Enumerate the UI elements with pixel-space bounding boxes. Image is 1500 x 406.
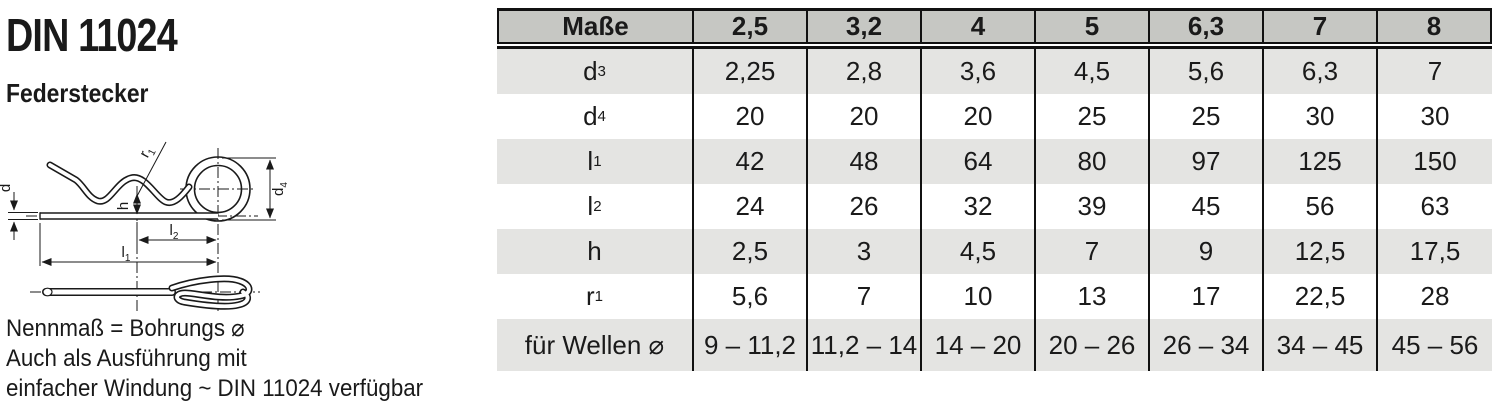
value-cell: 4,5 [922,229,1036,274]
table-header-row: Maße 2,5 3,2 4 5 6,3 7 8 [497,8,1492,44]
header-cell-size: 5 [1036,11,1150,42]
value-cell: 2,8 [808,49,922,94]
dimension-l1 [39,223,217,266]
value-cell: 11,2 – 14 [808,319,922,371]
value-cell: 63 [1420,191,1450,221]
header-cell-size: 4 [922,11,1036,42]
value-cell: 125 [1264,139,1378,184]
value-cell: 14 – 20 [922,319,1036,371]
note-line-1: Nennmaß = Bohrungs ⌀ [6,315,245,342]
dimension-h-label: h [115,202,132,210]
value-cell: 17 [1150,274,1264,319]
value-cell: 20 [922,94,1036,139]
dimension-l2-label: l2 [170,222,179,242]
value-cell: 45 [1150,184,1264,229]
header-cell-size: 7 [1264,11,1378,42]
value-cell: 20 [694,94,808,139]
dimension-l2 [136,222,217,244]
value-cell: 56 [1264,184,1378,229]
value-cell: 9 – 11,2 [694,319,808,371]
value-cell: 26 – 34 [1150,319,1264,371]
dimension-d4-label: d4 [270,182,290,196]
table-row-h: h 2,5 3 4,5 7 9 12,5 17,5 [497,229,1492,274]
pin-side-view [42,275,253,310]
value-cell: 4,5 [1036,49,1150,94]
value-cell: 30 [1420,101,1450,131]
value-cell: 45 – 56 [1391,329,1479,360]
header-cell-masse: Maße [497,11,694,42]
value-cell: 3,6 [922,49,1036,94]
value-cell: 25 [1150,94,1264,139]
row-label-cell: h [497,229,694,274]
page-title: DIN 11024 [6,9,178,61]
table-row-fuer-wellen: für Wellen ⌀ 9 – 11,2 11,2 – 14 14 – 20 … [497,319,1492,371]
value-cell: 7 [1036,229,1150,274]
value-cell: 34 – 45 [1264,319,1378,371]
footer-notes: Nennmaß = Bohrungs ⌀ Auch als Ausführung… [6,314,423,404]
value-cell: 2,5 [694,229,808,274]
value-cell: 97 [1150,139,1264,184]
header-cell-size: 3,2 [808,11,922,42]
note-line-2: Auch als Ausführung mit [6,345,247,372]
value-cell: 12,5 [1264,229,1378,274]
value-cell: 42 [694,139,808,184]
dimension-d4 [222,157,276,221]
value-cell: 24 [694,184,808,229]
value-cell: 7 [1427,56,1443,86]
value-cell: 150 [1413,146,1457,176]
value-cell: 32 [922,184,1036,229]
value-cell: 10 [922,274,1036,319]
pin-upper-leg [46,161,193,207]
value-cell: 5,6 [1150,49,1264,94]
value-cell: 9 [1150,229,1264,274]
page-subtitle: Federstecker [6,78,149,108]
value-cell: 7 [808,274,922,319]
value-cell: 20 [808,94,922,139]
value-cell: 22,5 [1264,274,1378,319]
value-cell: 30 [1264,94,1378,139]
header-cell-size: 2,5 [694,11,808,42]
dimension-d-label: d [0,184,14,192]
pin-shaft [39,212,218,220]
dimension-r1 [135,141,167,199]
dimension-l1-label: l1 [122,244,131,264]
value-cell: 13 [1036,274,1150,319]
header-cell-size: 8 [1378,11,1492,42]
value-cell: 20 – 26 [1036,319,1150,371]
value-cell: 2,25 [694,49,808,94]
value-cell: 26 [808,184,922,229]
value-cell: 28 [1420,281,1450,311]
value-cell: 6,3 [1264,49,1378,94]
technical-drawing: d h r1 d4 l2 [0,141,290,312]
header-cell-size: 6,3 [1150,11,1264,42]
value-cell: 5,6 [694,274,808,319]
row-label-cell: für Wellen ⌀ [497,319,694,371]
value-cell: 80 [1036,139,1150,184]
header-double-rule [497,46,1492,49]
value-cell: 39 [1036,184,1150,229]
dimension-d [8,192,38,240]
value-cell: 17,5 [1409,236,1461,266]
value-cell: 3 [808,229,922,274]
value-cell: 25 [1036,94,1150,139]
value-cell: 64 [922,139,1036,184]
note-line-3: einfacher Windung ~ DIN 11024 verfügbar [6,375,424,402]
dimension-r1-label: r1 [136,143,159,162]
value-cell: 48 [808,139,922,184]
